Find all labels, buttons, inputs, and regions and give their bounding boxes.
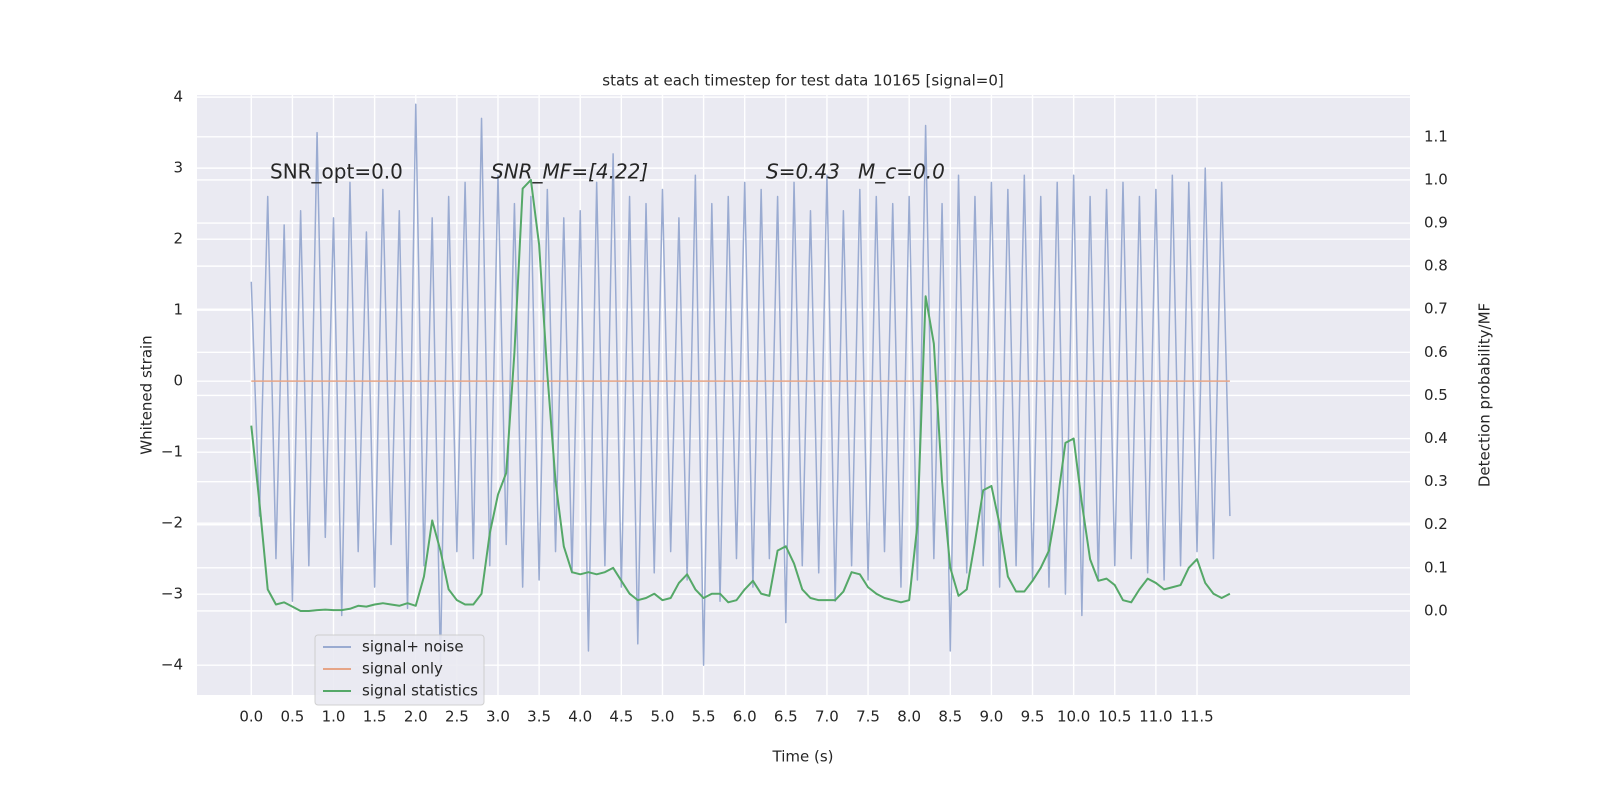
x-tick-label: 9.0 — [979, 708, 1003, 726]
y-axis-label: Whitened strain — [138, 335, 156, 454]
y2-tick-label: 0.6 — [1424, 343, 1448, 361]
legend-label: signal only — [362, 660, 443, 678]
x-tick-label: 6.5 — [774, 708, 798, 726]
x-tick-label: 9.5 — [1021, 708, 1045, 726]
y2-tick-label: 0.4 — [1424, 429, 1448, 447]
legend-box — [314, 634, 485, 706]
x-tick-label: 3.0 — [486, 708, 510, 726]
y-tick-label: 0 — [173, 372, 183, 390]
y2-tick-label: 0.3 — [1424, 472, 1448, 490]
x-tick-label: 0.0 — [239, 708, 263, 726]
y-tick-label: −2 — [161, 514, 183, 532]
x-tick-label: 4.0 — [568, 708, 592, 726]
y2-tick-label: 1.0 — [1424, 170, 1448, 188]
x-tick-label: 4.5 — [609, 708, 633, 726]
x-tick-label: 7.0 — [815, 708, 839, 726]
y-tick-label: 3 — [173, 159, 183, 177]
y-tick-label: −1 — [161, 443, 183, 461]
x-tick-label: 5.5 — [692, 708, 716, 726]
x-tick-label: 10.5 — [1098, 708, 1131, 726]
x-tick-label: 8.5 — [938, 708, 962, 726]
x-tick-label: 8.0 — [897, 708, 921, 726]
legend-label: signal+ noise — [362, 638, 464, 656]
series-line — [250, 103, 1231, 666]
y2-tick-label: 1.1 — [1424, 127, 1448, 145]
x-tick-label: 1.5 — [363, 708, 387, 726]
legend-label: signal statistics — [362, 682, 478, 700]
y2-tick-label: 0.2 — [1424, 515, 1448, 533]
x-tick-label: 5.0 — [651, 708, 675, 726]
x-tick-label: 11.0 — [1139, 708, 1172, 726]
annotation: S=0.43 — [766, 160, 840, 184]
y2-axis-label: Detection probability/MF — [1476, 303, 1494, 487]
legend: signal+ noise signal only signal statistic… — [314, 634, 485, 706]
x-tick-label: 0.5 — [280, 708, 304, 726]
y2-tick-label: 0.5 — [1424, 386, 1448, 404]
x-tick-label: 10.0 — [1057, 708, 1090, 726]
x-tick-label: 7.5 — [856, 708, 880, 726]
x-tick-label: 11.5 — [1180, 708, 1213, 726]
annotation: M_c=0.0 — [858, 160, 945, 184]
y-tick-label: 2 — [173, 230, 183, 248]
y-tick-label: 4 — [173, 88, 183, 106]
annotation: SNR_opt=0.0 — [270, 160, 403, 184]
y-tick-label: 1 — [173, 301, 183, 319]
y-tick-label: −4 — [161, 656, 183, 674]
y2-tick-label: 0.0 — [1424, 601, 1448, 619]
x-tick-label: 6.0 — [733, 708, 757, 726]
chart-title: stats at each timestep for test data 101… — [602, 72, 1003, 90]
annotation: SNR_MF=[4.22] — [491, 160, 648, 184]
series-line — [250, 178, 1231, 612]
x-tick-label: 2.0 — [404, 708, 428, 726]
y2-tick-label: 0.1 — [1424, 558, 1448, 576]
y-tick-label: −3 — [161, 585, 183, 603]
x-tick-label: 1.0 — [322, 708, 346, 726]
y2-tick-label: 0.8 — [1424, 257, 1448, 275]
x-axis-label: Time (s) — [772, 748, 834, 766]
y2-tick-label: 0.9 — [1424, 214, 1448, 232]
y2-tick-label: 0.7 — [1424, 300, 1448, 318]
x-tick-label: 3.5 — [527, 708, 551, 726]
x-tick-label: 2.5 — [445, 708, 469, 726]
